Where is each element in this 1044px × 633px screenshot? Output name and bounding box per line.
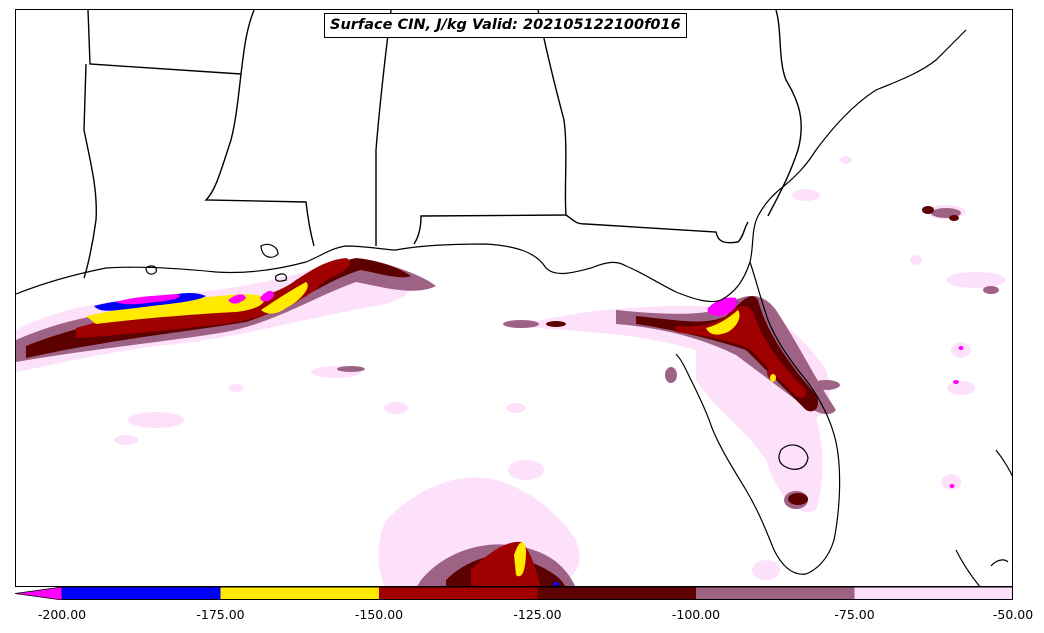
cin-map [16, 10, 1012, 586]
cin-field-magenta [116, 290, 964, 488]
colorbar-tick-label: -100.00 [671, 607, 721, 622]
map-frame [15, 9, 1013, 587]
colorbar-tick-label: -200.00 [37, 607, 87, 622]
cin-field-yellow [86, 282, 776, 577]
colorbar-tick-label: -125.00 [513, 607, 562, 622]
colorbar-bin [62, 587, 221, 600]
map-title: Surface CIN, J/kg Valid: 202105122100f01… [324, 13, 687, 38]
colorbar-tick-label: -175.00 [196, 607, 245, 622]
cin-field-light [16, 156, 1006, 586]
colorbar-tick-label: -75.00 [834, 607, 875, 622]
colorbar-tick-label: -50.00 [992, 607, 1034, 622]
colorbar-extend-min [15, 587, 63, 600]
coastline [16, 29, 1012, 586]
colorbar-bin [537, 587, 696, 600]
colorbar-bin [220, 587, 379, 600]
colorbar-outline [62, 587, 1013, 600]
state-borders [83, 10, 802, 279]
colorbar-bin [854, 587, 1013, 600]
colorbar [15, 587, 1013, 600]
colorbar-bin [379, 587, 538, 600]
colorbar-tick-label: -150.00 [354, 607, 404, 622]
colorbar-bin [696, 587, 855, 600]
